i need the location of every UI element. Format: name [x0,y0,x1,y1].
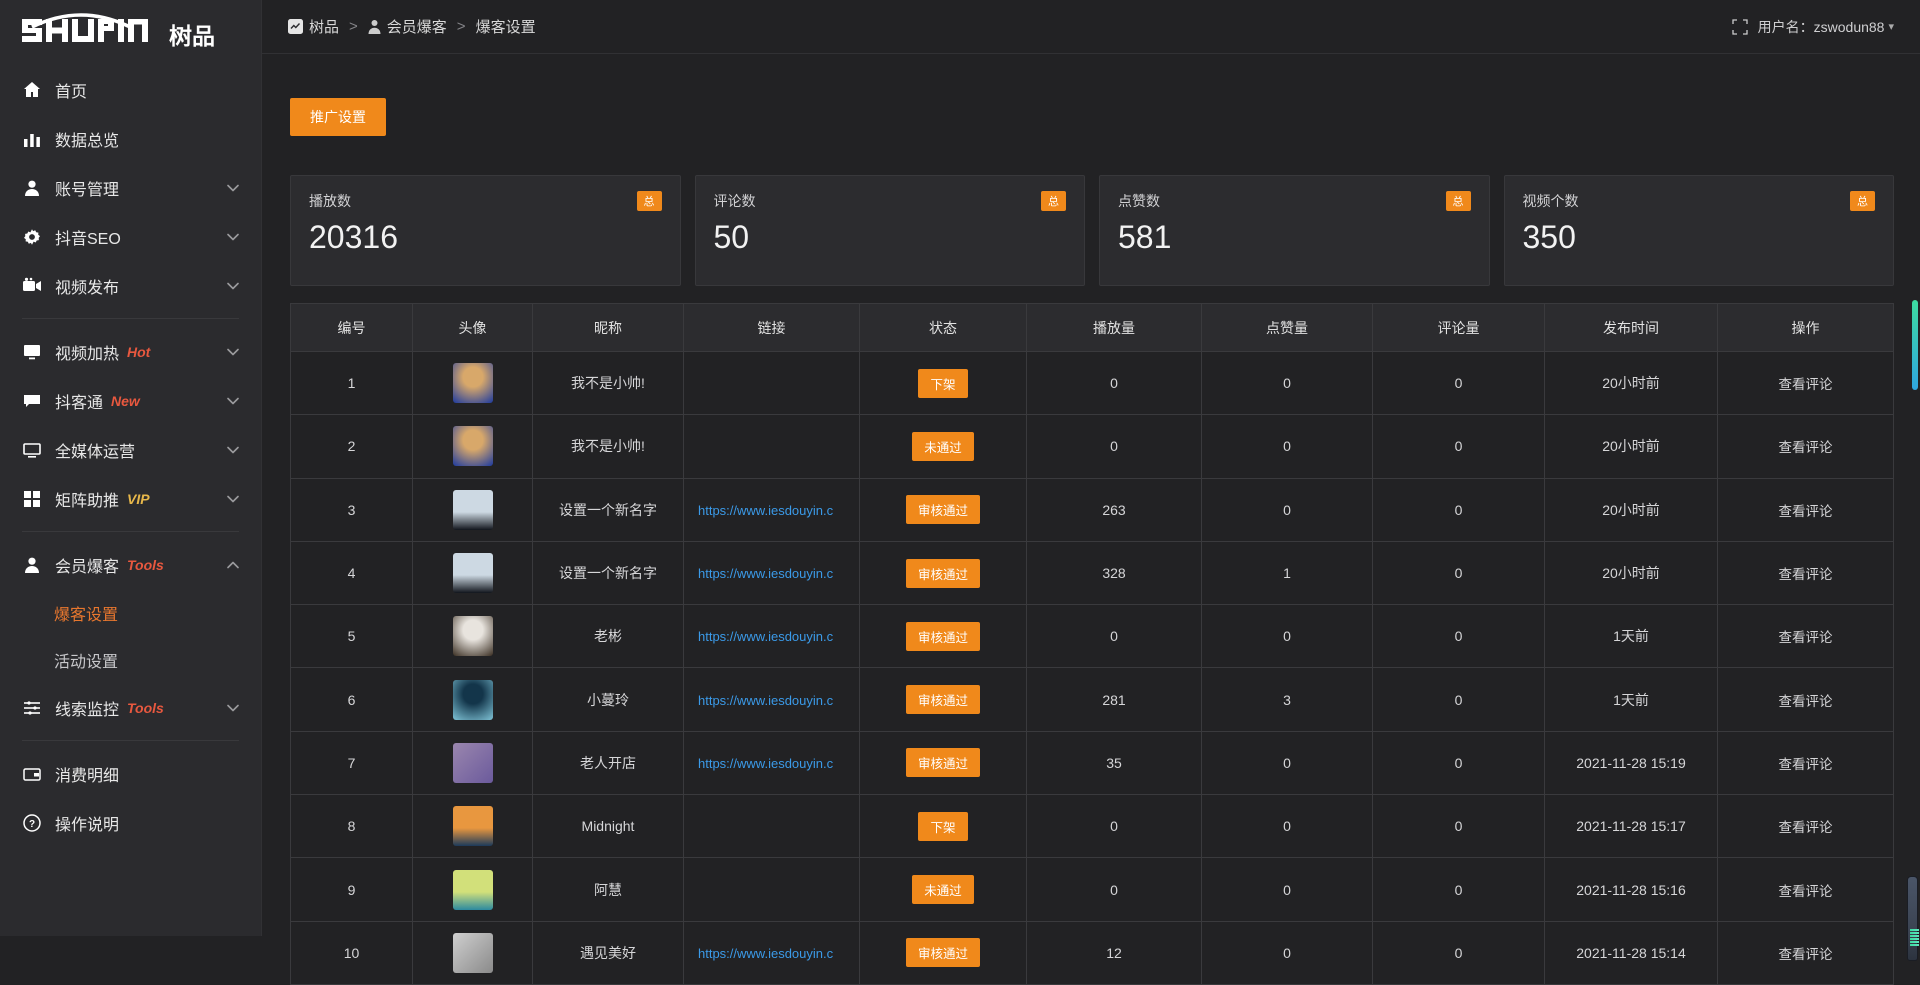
svg-text:树品: 树品 [169,23,215,49]
svg-text:?: ? [29,819,35,830]
